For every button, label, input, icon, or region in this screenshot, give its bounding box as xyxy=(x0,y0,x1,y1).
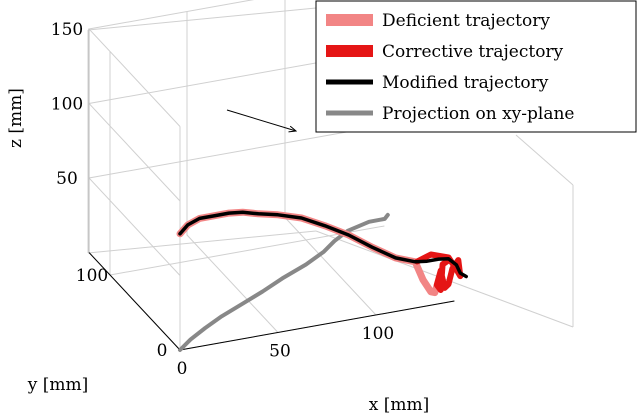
legend-label-0: Deficient trajectory xyxy=(382,11,550,31)
series-lines xyxy=(176,208,468,352)
z-tick-label: 150 xyxy=(51,20,83,40)
box-edge xyxy=(87,7,317,31)
legend-label-1: Corrective trajectory xyxy=(382,42,564,62)
legend-label-3: Projection on xy-plane xyxy=(382,104,575,124)
tick-labels: 0 50 100 0 100 50 100 150 xyxy=(51,20,394,379)
series-line-0 xyxy=(176,208,441,297)
y-axis-line xyxy=(88,252,181,351)
x-axis-label: x [mm] xyxy=(369,395,430,415)
y-axis-label: y [mm] xyxy=(27,375,89,395)
y-tick-label: 100 xyxy=(76,266,108,286)
annotations xyxy=(226,109,296,131)
z-axis-label: z [mm] xyxy=(6,88,26,148)
legend: Deficient trajectory Corrective trajector… xyxy=(315,0,637,133)
x-tick-label: 0 xyxy=(177,359,188,379)
z-tick-label: 50 xyxy=(56,169,78,189)
series-line-2 xyxy=(178,210,468,279)
x-tick-label: 50 xyxy=(269,342,291,362)
box-edge xyxy=(515,134,574,186)
z-tick-label: 100 xyxy=(51,95,83,115)
series-line-3 xyxy=(178,212,390,352)
x-tick-label: 100 xyxy=(362,324,394,344)
x-axis-line xyxy=(179,300,455,351)
direction-arrow xyxy=(226,109,296,131)
legend-label-2: Modified trajectory xyxy=(382,73,549,93)
y-tick-label: 0 xyxy=(157,341,168,361)
axis-lines xyxy=(88,29,455,351)
x-grid-line xyxy=(186,11,279,333)
box-edge xyxy=(87,230,317,254)
